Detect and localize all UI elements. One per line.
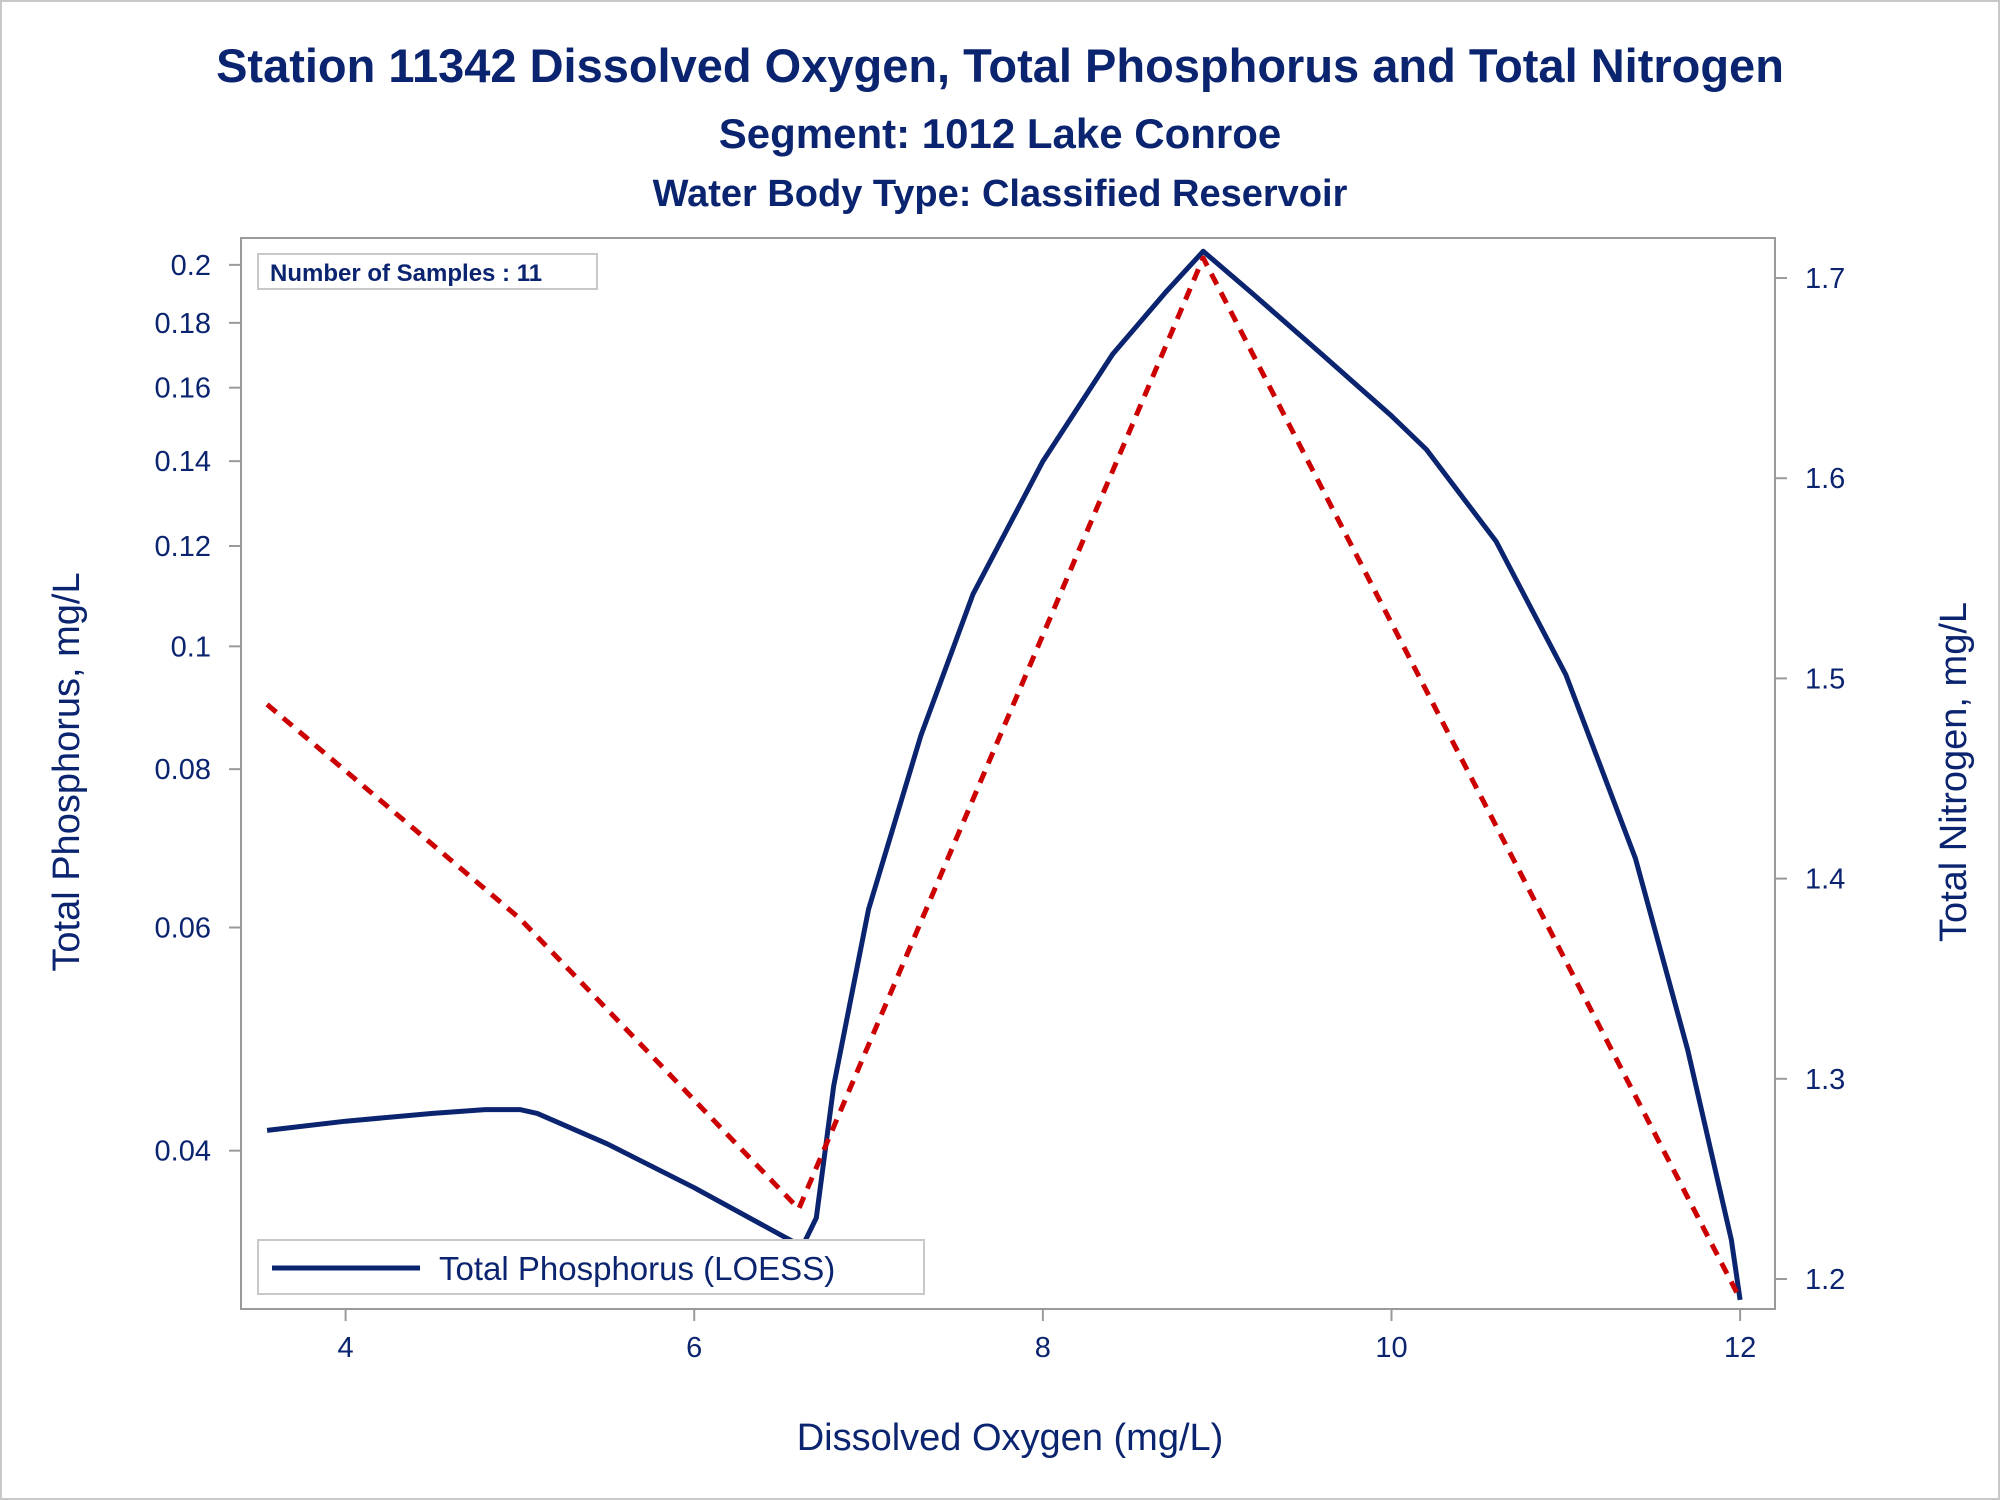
y-tick-label: 0.2 — [171, 250, 211, 282]
y2-tick-label: 1.6 — [1805, 463, 1845, 495]
y-axis: 0.04 0.06 0.08 0.1 0.12 0.14 0.16 0.18 0.2 — [155, 250, 241, 1168]
series-line-nitrogen — [265, 255, 1743, 1301]
series-line-phosphorus — [266, 248, 1743, 1301]
chart-subtitle-2: Water Body Type: Classified Reservoir — [653, 173, 1348, 215]
x-axis: 4 6 8 10 12 — [338, 1309, 1756, 1364]
y-tick-label: 0.12 — [155, 531, 211, 563]
y-tick-label: 0.08 — [155, 754, 211, 786]
y2-axis-label: Total Nitrogen, mg/L — [1933, 602, 1975, 942]
y-tick-label: 0.14 — [155, 446, 211, 478]
sample-count-label: Number of Samples : 11 — [270, 260, 542, 287]
y2-tick-label: 1.4 — [1805, 864, 1845, 896]
series-layer — [265, 248, 1743, 1301]
x-tick-label: 6 — [686, 1332, 702, 1364]
y2-axis: 1.2 1.3 1.4 1.5 1.6 1.7 — [1775, 263, 1845, 1296]
y2-tick-label: 1.5 — [1805, 663, 1845, 695]
y-tick-label: 0.18 — [155, 308, 211, 340]
y2-tick-label: 1.7 — [1805, 263, 1845, 295]
sample-count-box — [257, 253, 598, 290]
x-axis-label: Dissolved Oxygen (mg/L) — [797, 1417, 1224, 1459]
y2-tick-label: 1.3 — [1805, 1064, 1845, 1096]
x-tick-label: 8 — [1035, 1332, 1051, 1364]
y2-tick-label: 1.2 — [1805, 1264, 1845, 1296]
chart-subtitle: Segment: 1012 Lake Conroe — [719, 110, 1282, 157]
legend-label-phosphorus: Total Phosphorus (LOESS) — [439, 1250, 835, 1287]
x-tick-label: 12 — [1724, 1332, 1756, 1364]
x-tick-label: 10 — [1375, 1332, 1407, 1364]
y-axis-label: Total Phosphorus, mg/L — [46, 572, 88, 971]
chart-title: Station 11342 Dissolved Oxygen, Total Ph… — [216, 39, 1784, 92]
x-tick-label: 4 — [338, 1332, 354, 1364]
y-tick-label: 0.1 — [171, 631, 211, 663]
y-tick-label: 0.04 — [155, 1136, 211, 1168]
y-tick-label: 0.16 — [155, 373, 211, 405]
plot-area — [240, 237, 1776, 1310]
y-tick-label: 0.06 — [155, 913, 211, 945]
